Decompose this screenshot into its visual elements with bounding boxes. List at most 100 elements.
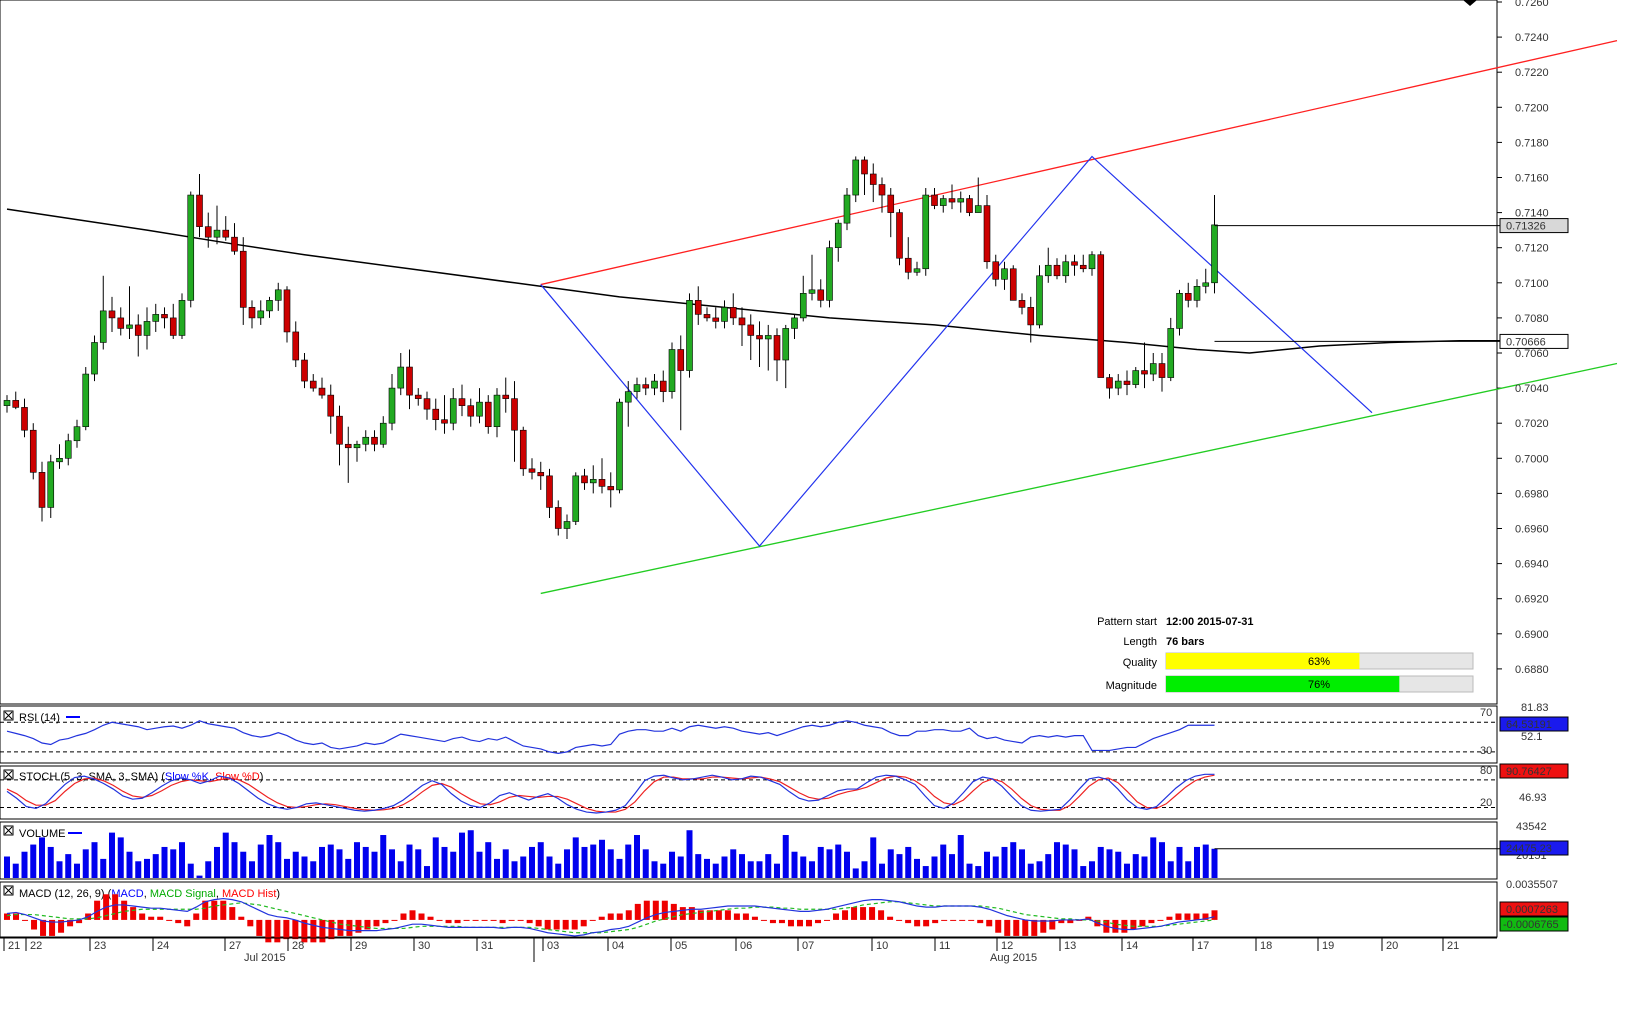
bearish-candle xyxy=(773,335,781,361)
volume-bar xyxy=(634,835,640,878)
bullish-candle xyxy=(353,443,361,449)
volume-bar xyxy=(957,835,964,878)
bearish-candle xyxy=(414,394,422,399)
bullish-candle xyxy=(1001,268,1008,280)
macd-hist-bar xyxy=(1031,919,1038,936)
bullish-candle xyxy=(152,314,160,322)
volume-bar xyxy=(1089,861,1095,878)
current-price-box xyxy=(1499,218,1569,234)
macd-title: MACD (12, 26, 9) (MACD, MACD Signal, MAC… xyxy=(19,888,280,900)
macd-hist-bar xyxy=(193,913,200,920)
magnitude-value: 76% xyxy=(1308,679,1330,691)
pattern-lines xyxy=(540,39,1618,595)
bullish-candle xyxy=(782,328,790,361)
date-tick-label: 21 xyxy=(1447,940,1459,952)
price-panel-frame xyxy=(0,0,1498,705)
bearish-candle xyxy=(756,335,763,340)
bullish-candle xyxy=(764,335,772,340)
volume-bar xyxy=(389,849,395,878)
macd-hist-value-box xyxy=(1499,901,1569,917)
macd-hist-bar xyxy=(58,919,65,933)
volume-bar xyxy=(599,839,605,878)
volume-bar xyxy=(214,846,220,878)
macd-hist-bar xyxy=(860,907,867,920)
macd-hist-bar xyxy=(130,907,137,920)
macd-hist-bar xyxy=(364,919,371,930)
volume-bar xyxy=(144,858,150,878)
macd-hist-bar xyxy=(688,907,695,920)
macd-hist-bar xyxy=(1175,913,1182,920)
bearish-candle xyxy=(12,400,20,408)
macd-hist-bar xyxy=(175,919,182,924)
volume-bar xyxy=(161,846,168,878)
stoch-tick-label: 80 xyxy=(1480,765,1492,777)
bullish-candle xyxy=(493,394,501,428)
volume-value-label: 24475.23 xyxy=(1506,843,1552,855)
macd-hist-bar xyxy=(751,916,758,920)
macd-panel: MACD (12, 26, 9) (MACD, MACD Signal, MAC… xyxy=(0,881,1498,943)
bullish-candle xyxy=(3,400,11,406)
bearish-candle xyxy=(1184,293,1192,301)
scroll-marker-icon[interactable] xyxy=(1463,0,1477,6)
macd-hist-bar xyxy=(310,919,317,943)
volume-bar xyxy=(4,856,10,878)
macd-hist-bar xyxy=(1040,919,1047,933)
volume-value-box xyxy=(1499,840,1569,856)
volume-bar xyxy=(1080,866,1087,878)
volume-bar xyxy=(922,866,929,878)
macd-hist-bar xyxy=(887,916,894,920)
macd-hist-bar xyxy=(661,900,668,920)
volume-bar xyxy=(494,858,500,878)
date-tick-label: 31 xyxy=(481,940,493,952)
volume-bar xyxy=(319,846,325,878)
macd-hist-bar xyxy=(580,919,587,927)
bearish-candle xyxy=(1079,264,1087,270)
price-tick-label: 0.7040 xyxy=(1515,383,1549,395)
date-tick-label: 11 xyxy=(939,940,950,952)
stoch-k-line xyxy=(6,773,1215,814)
price-tick-label: 0.7220 xyxy=(1515,67,1549,79)
bullish-candle xyxy=(1062,261,1070,277)
macd-hist-bar xyxy=(896,919,903,921)
bearish-candle xyxy=(992,261,1000,280)
bearish-candle xyxy=(1018,300,1026,308)
volume-bar xyxy=(91,842,98,878)
volume-bar xyxy=(984,851,990,878)
macd-hist-bar xyxy=(760,919,767,921)
volume-bar xyxy=(1001,846,1008,878)
volume-bar xyxy=(756,861,763,878)
bullish-candle xyxy=(91,342,98,375)
bearish-candle xyxy=(1106,377,1113,389)
bearish-candle xyxy=(511,398,518,431)
date-tick-label: 10 xyxy=(876,940,888,952)
volume-bar xyxy=(739,854,745,878)
bearish-candle xyxy=(423,398,431,410)
bearish-candle xyxy=(1071,261,1078,266)
macd-frame xyxy=(0,881,1498,938)
volume-bar xyxy=(992,856,999,878)
macd-signal-value-label: -0.0006765 xyxy=(1503,919,1559,931)
macd-signal-line xyxy=(6,901,1215,934)
rsi-panel: RSI (14) xyxy=(0,705,1498,764)
bullish-candle xyxy=(974,205,982,213)
ma-price-label: 0.70666 xyxy=(1506,336,1546,348)
macd-signal-value-box xyxy=(1499,916,1569,932)
volume-bar xyxy=(677,856,684,878)
volume-bar xyxy=(1202,844,1209,878)
bullish-candle xyxy=(826,247,833,301)
bullish-candle xyxy=(721,307,728,322)
bearish-candle xyxy=(642,384,650,389)
price-tick-label: 0.6900 xyxy=(1515,629,1549,641)
stoch-value-box xyxy=(1499,763,1569,779)
price-tick-label: 0.7140 xyxy=(1515,208,1549,220)
date-tick-label: 23 xyxy=(94,940,106,952)
macd-hist-bar xyxy=(851,907,858,920)
bearish-candle xyxy=(1123,380,1131,385)
volume-bar xyxy=(170,849,177,878)
macd-hist-bar xyxy=(535,919,542,927)
macd-hist-bar xyxy=(796,919,803,927)
volume-bar xyxy=(1167,861,1174,878)
bearish-candle xyxy=(467,405,475,417)
volume-bar xyxy=(1106,849,1113,878)
date-tick-label: 17 xyxy=(1197,940,1209,952)
